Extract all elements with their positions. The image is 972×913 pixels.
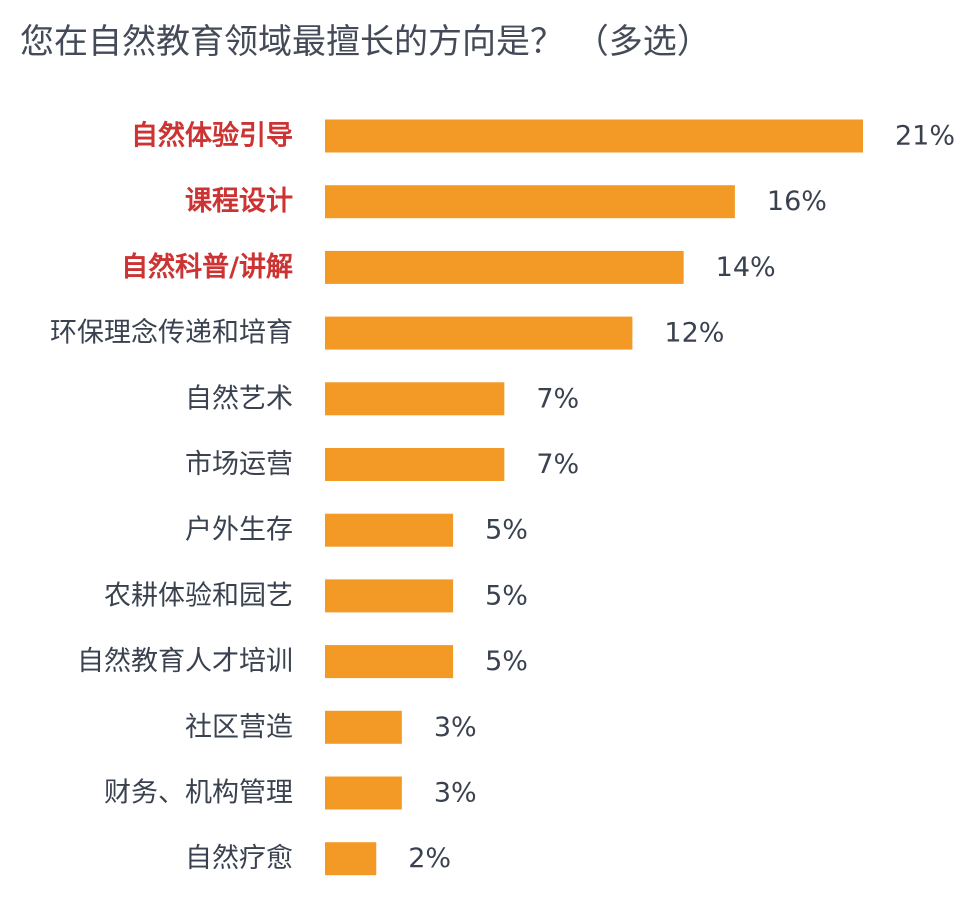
data-label: 5% — [485, 580, 528, 611]
category-label: 自然科普/讲解 — [121, 251, 293, 283]
category-label: 户外生存 — [185, 515, 293, 546]
category-label: 课程设计 — [185, 186, 293, 217]
data-label: 5% — [485, 515, 528, 546]
bar — [325, 382, 505, 416]
category-label: 市场运营 — [185, 449, 293, 480]
bar — [325, 185, 735, 219]
data-label: 21% — [895, 121, 955, 152]
bar — [325, 316, 633, 350]
bar — [325, 513, 454, 547]
data-label: 16% — [767, 186, 827, 217]
data-label: 7% — [536, 383, 579, 414]
bar — [325, 645, 454, 679]
data-label: 7% — [536, 449, 579, 480]
data-label: 5% — [485, 646, 528, 677]
category-label: 自然艺术 — [185, 383, 293, 414]
data-label: 14% — [716, 252, 776, 283]
data-label: 12% — [664, 318, 724, 349]
category-label: 环保理念传递和培育 — [50, 318, 293, 349]
data-label: 3% — [434, 778, 477, 809]
data-label: 2% — [408, 843, 451, 874]
chart-title: 您在自然教育领域最擅长的方向是？ （多选） — [20, 22, 711, 62]
bar — [325, 250, 684, 284]
category-label: 财务、机构管理 — [104, 778, 293, 809]
data-label: 3% — [434, 712, 477, 743]
category-label: 社区营造 — [185, 712, 293, 743]
bar — [325, 448, 505, 481]
category-label: 自然体验引导 — [131, 120, 293, 152]
bar — [325, 842, 377, 876]
bar — [325, 579, 454, 613]
bar — [325, 119, 863, 153]
category-label: 自然教育人才培训 — [77, 646, 293, 677]
category-label: 农耕体验和园艺 — [104, 580, 293, 611]
category-label: 自然疗愈 — [185, 843, 293, 874]
bar — [325, 710, 402, 744]
bar — [325, 776, 402, 810]
